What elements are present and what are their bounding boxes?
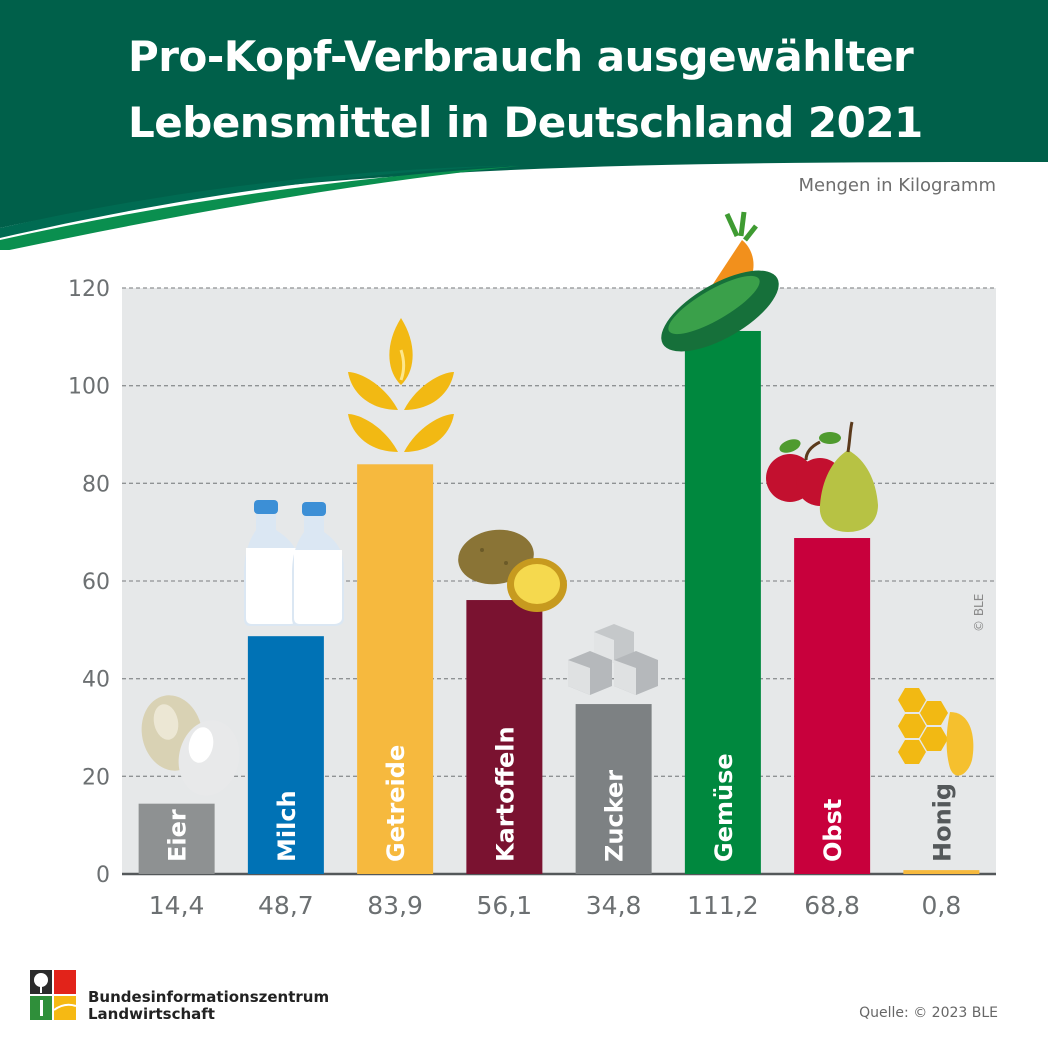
honeycomb-icon (898, 688, 974, 776)
category-label: Honig (928, 783, 956, 862)
bar-milch (247, 636, 324, 874)
potatoes-icon (458, 529, 567, 612)
bar-getreide (357, 464, 434, 874)
y-tick-label: 0 (96, 863, 110, 888)
page-title: Pro-Kopf-Verbrauch ausgewählter (128, 32, 914, 81)
bar-zucker (575, 704, 652, 874)
bar-obst (794, 538, 871, 874)
unit-label: Mengen in Kilogramm (798, 175, 996, 196)
value-label: 48,7 (258, 891, 314, 920)
value-label: 34,8 (586, 891, 642, 920)
header-banner (0, 0, 1048, 250)
bar-honig (903, 870, 980, 874)
category-label: Eier (164, 809, 192, 862)
milk-bottles-icon (244, 500, 344, 626)
category-label: Kartoffeln (491, 726, 519, 862)
value-label: 56,1 (477, 891, 533, 920)
category-label: Milch (273, 790, 301, 862)
y-tick-label: 60 (82, 570, 110, 595)
bar-eier (138, 803, 215, 874)
value-label: 111,2 (687, 891, 759, 920)
bzl-logo (30, 970, 77, 1020)
category-label: Zucker (601, 770, 629, 862)
vegetables-icon (661, 211, 779, 352)
bar-kartoffeln (466, 600, 543, 874)
bars: Eier Milch Getreide Kartoffeln Zucker Gemüse O… (138, 330, 980, 874)
bar-chart: 0 20 40 60 80 100 120 Eier Milch Getreide Kartoff… (68, 211, 996, 920)
eggs-icon (141, 695, 240, 796)
org-name-line-2: Landwirtschaft (88, 1005, 215, 1023)
value-label: 83,9 (367, 891, 423, 920)
value-label: 0,8 (921, 891, 961, 920)
y-tick-label: 100 (68, 375, 110, 400)
fruit-icon (766, 421, 878, 532)
sugar-cubes-icon (568, 624, 658, 695)
org-name-line-1: Bundesinformationszentrum (88, 988, 330, 1006)
value-label: 68,8 (804, 891, 860, 920)
y-tick-label: 120 (68, 277, 110, 302)
category-label: Obst (819, 799, 847, 862)
wheat-icon (348, 318, 454, 452)
page-title-line-2: Lebensmittel in Deutschland 2021 (128, 98, 923, 147)
y-tick-label: 20 (82, 765, 110, 790)
source-note: Quelle: © 2023 BLE (859, 1005, 998, 1021)
y-tick-label: 80 (82, 472, 110, 497)
category-label: Getreide (382, 745, 410, 862)
category-label: Gemüse (710, 753, 738, 862)
y-tick-label: 40 (82, 668, 110, 693)
value-labels: 14,4 48,7 83,9 56,1 34,8 111,2 68,8 0,8 (149, 891, 961, 920)
value-label: 14,4 (149, 891, 205, 920)
bar-gemüse (684, 330, 761, 874)
copyright-note: © BLE (972, 593, 986, 632)
